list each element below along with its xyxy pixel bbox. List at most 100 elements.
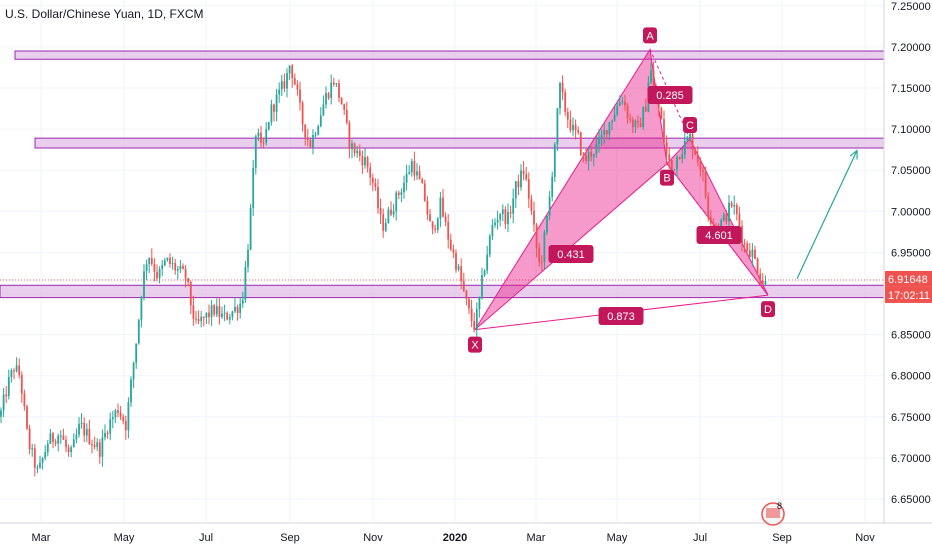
point-label-x[interactable]: X	[468, 336, 482, 353]
candle-body	[390, 209, 392, 215]
logo-badge-text: 8	[777, 501, 782, 511]
last-price-label: 6.91648	[888, 274, 928, 286]
projection-arrow-line[interactable]	[796, 150, 858, 279]
candle-body	[460, 266, 463, 282]
candle-body	[234, 307, 236, 312]
candle-body	[577, 130, 580, 133]
candle-body	[530, 198, 533, 211]
candle-body	[759, 273, 762, 281]
candle-body	[33, 448, 36, 468]
candle-body	[369, 167, 372, 178]
candle-body	[382, 214, 385, 231]
candle-body	[148, 258, 151, 265]
candle-body	[738, 214, 741, 227]
candlesticks	[0, 61, 767, 477]
candle-body	[559, 82, 561, 109]
candle-body	[85, 428, 88, 436]
pattern-labels[interactable]: X A B C D 0.431 0.285 4.601 0.873	[468, 27, 775, 353]
ratio-badge-text: 0.431	[557, 249, 585, 261]
candle-body	[592, 153, 595, 157]
resistance-zone[interactable]	[0, 284, 885, 299]
candle-body	[722, 214, 725, 221]
candle-body	[504, 209, 507, 225]
y-tick-label: 6.80000	[891, 371, 931, 383]
candle-body	[122, 416, 125, 422]
candle-body	[621, 101, 624, 103]
candle-body	[65, 439, 67, 448]
candle-body	[75, 434, 78, 440]
candle-body	[689, 133, 691, 139]
projection-arrow[interactable]	[796, 149, 858, 279]
candle-body	[54, 441, 57, 444]
candle-body	[241, 299, 244, 304]
candle-body	[582, 154, 585, 156]
candle-body	[691, 133, 694, 151]
candle-body	[670, 160, 673, 170]
candle-body	[143, 271, 145, 298]
price-zones[interactable]	[0, 50, 885, 299]
candle-body	[696, 154, 699, 162]
candle-body	[735, 205, 738, 215]
ratio-badge-text: 4.601	[705, 230, 733, 242]
point-label-d[interactable]: D	[761, 301, 775, 318]
ratio-label[interactable]: 4.601	[696, 226, 742, 244]
x-tick-label: May	[607, 532, 628, 544]
point-label-b[interactable]: B	[660, 169, 674, 186]
grid	[0, 0, 884, 523]
point-label-a[interactable]: A	[643, 27, 657, 44]
candle-body	[473, 321, 476, 330]
projection-arrow-head[interactable]	[849, 149, 858, 160]
candle-body	[678, 156, 681, 159]
candle-body	[41, 457, 44, 463]
candle-body	[733, 205, 736, 207]
candle-body	[403, 182, 405, 193]
candle-body	[171, 263, 174, 265]
candle-body	[418, 171, 421, 180]
point-label-c[interactable]: C	[683, 116, 697, 133]
ratio-badge-bg	[647, 86, 693, 104]
candle-body	[514, 181, 517, 199]
candle-body	[546, 215, 548, 233]
candle-body	[130, 379, 132, 403]
candle-body	[20, 375, 23, 394]
ratio-label[interactable]: 0.431	[548, 245, 594, 263]
pattern-line-bd[interactable]	[666, 163, 769, 296]
candle-body	[28, 428, 31, 450]
candle-body	[608, 122, 611, 135]
candle-body	[351, 143, 353, 149]
candle-body	[2, 394, 5, 411]
ratio-label[interactable]: 0.873	[598, 307, 644, 325]
candle-body	[57, 435, 60, 444]
candle-body	[124, 421, 127, 431]
candle-body	[93, 445, 96, 447]
candle-body	[163, 260, 166, 266]
candle-body	[249, 208, 252, 250]
countdown-bg	[885, 286, 932, 303]
point-badge-text: B	[663, 173, 670, 185]
resistance-zone[interactable]	[14, 50, 885, 60]
candle-body	[725, 214, 728, 222]
candle-body	[538, 247, 541, 262]
candle-body	[7, 376, 10, 397]
candle-body	[257, 132, 260, 137]
ratio-label[interactable]: 0.285	[647, 86, 693, 104]
candle-body	[551, 176, 554, 197]
candle-body	[553, 144, 556, 177]
candle-body	[49, 433, 52, 444]
resistance-zone[interactable]	[34, 137, 885, 149]
candle-body	[668, 154, 671, 161]
candle-body	[286, 73, 288, 89]
candle-body	[156, 271, 158, 279]
candle-body	[764, 281, 767, 285]
x-tick-label: Mar	[32, 532, 51, 544]
candle-body	[642, 106, 645, 127]
candle-body	[213, 305, 216, 315]
candle-body	[221, 313, 223, 317]
candle-body	[756, 258, 759, 274]
candle-body	[462, 281, 465, 291]
y-tick-label: 6.65000	[891, 494, 931, 506]
candle-body	[135, 343, 138, 363]
candle-body	[652, 70, 655, 91]
point-badge-bg	[643, 27, 657, 44]
